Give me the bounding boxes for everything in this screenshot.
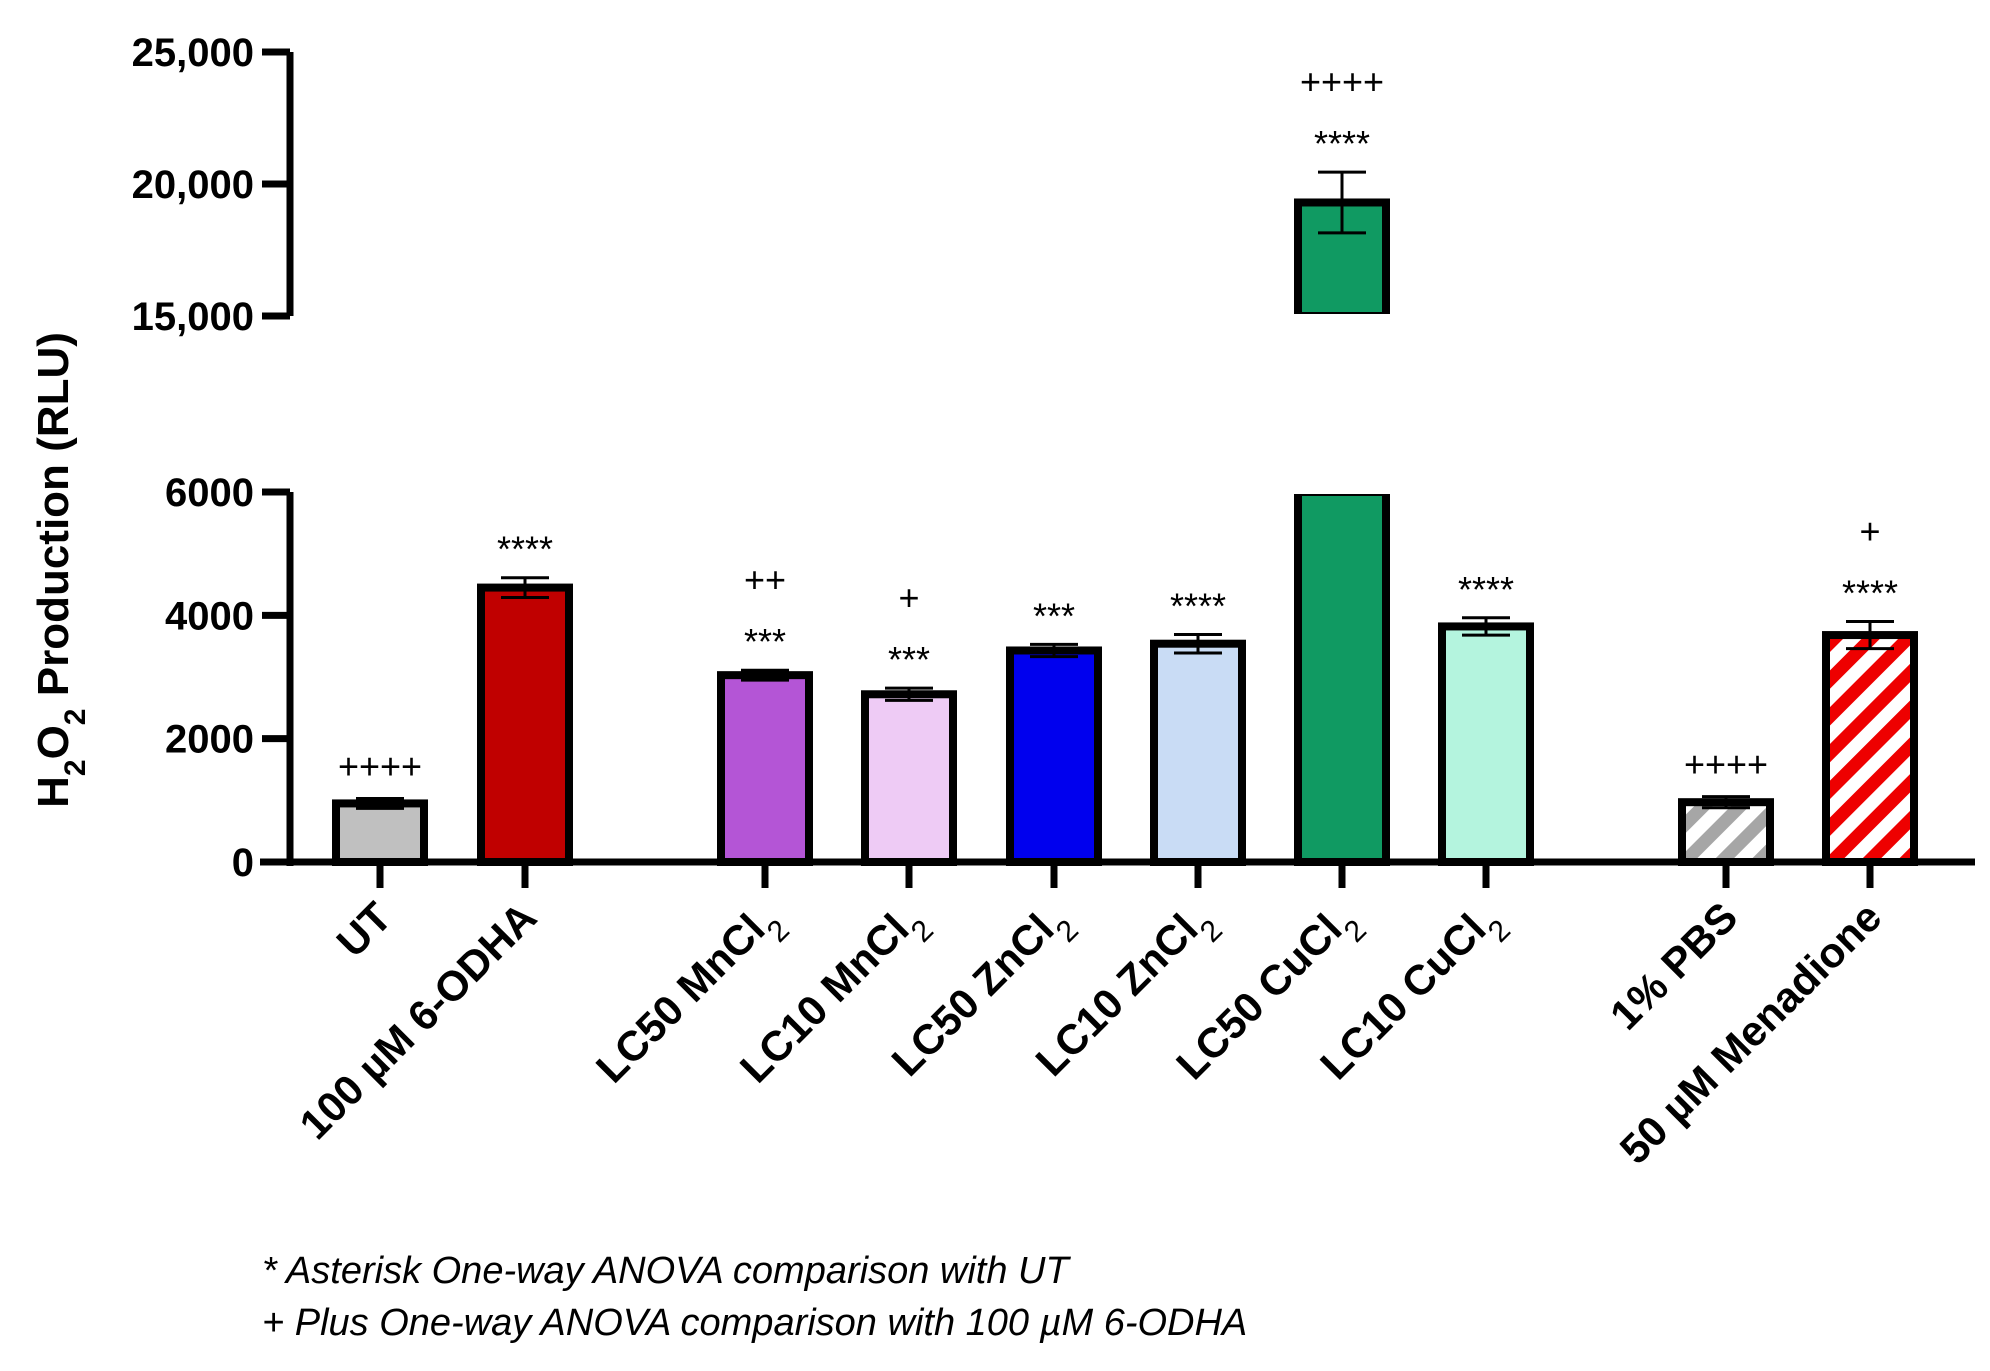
bar-100-m-6-odha xyxy=(477,583,573,866)
category-label: UT xyxy=(328,893,401,966)
bar-lc10-zncl2 xyxy=(1150,639,1246,867)
sig-asterisk: **** xyxy=(1842,573,1898,614)
category-label: 50 µM Menadione xyxy=(1611,893,1891,1173)
y-tick-label: 20,000 xyxy=(132,163,254,207)
y-tick-label: 6000 xyxy=(165,471,254,515)
sig-asterisk: **** xyxy=(1314,123,1370,164)
sig-asterisk: **** xyxy=(497,529,553,570)
sig-plus: ++++ xyxy=(338,745,422,786)
sig-asterisk: *** xyxy=(744,621,786,662)
sig-plus: ++++ xyxy=(1684,744,1768,785)
bar-lc10-cucl2 xyxy=(1438,622,1534,867)
sig-plus: ++ xyxy=(744,559,786,600)
bar-ut xyxy=(332,799,428,867)
legend-plus: + Plus One-way ANOVA comparison with 100… xyxy=(262,1302,1248,1344)
legend-asterisk: * Asterisk One-way ANOVA comparison with… xyxy=(262,1250,1069,1292)
y-tick-label: 15,000 xyxy=(132,295,254,339)
category-label: 1% PBS xyxy=(1601,893,1746,1038)
bar-1-pbs xyxy=(1678,798,1774,867)
bar-break-mask xyxy=(1292,486,1392,494)
sig-asterisk: *** xyxy=(1033,595,1075,636)
bar-lc10-mncl2 xyxy=(861,690,957,866)
sig-asterisk: *** xyxy=(888,639,930,680)
bar-break-mask xyxy=(1292,314,1392,322)
y-tick-label: 2000 xyxy=(165,718,254,762)
sig-plus: ++++ xyxy=(1300,61,1384,102)
y-tick-label: 25,000 xyxy=(132,31,254,75)
bar-lc50-zncl2 xyxy=(1006,646,1102,866)
y-axis-title: H2O2 Production (RLU) xyxy=(29,332,92,808)
sig-plus: + xyxy=(898,577,919,618)
y-tick-label: 0 xyxy=(232,841,254,885)
bars xyxy=(332,170,1918,867)
sig-asterisk: **** xyxy=(1458,569,1514,610)
bar-lc50-cucl2-lower xyxy=(1294,488,1390,866)
sig-asterisk: **** xyxy=(1170,585,1226,626)
bar-lc50-mncl2 xyxy=(717,671,813,867)
y-tick-label: 4000 xyxy=(165,594,254,638)
bar-50-m-menadione xyxy=(1822,631,1918,866)
sig-plus: + xyxy=(1859,511,1880,552)
significance-legend: * Asterisk One-way ANOVA comparison with… xyxy=(262,1245,1247,1349)
